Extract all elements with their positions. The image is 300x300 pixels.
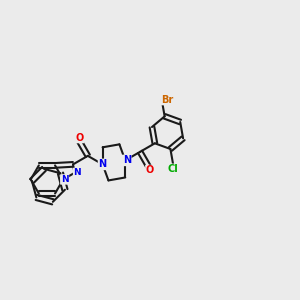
Text: O: O <box>75 133 83 142</box>
Text: N: N <box>98 159 107 170</box>
Text: N: N <box>123 155 131 165</box>
Text: N: N <box>74 168 81 177</box>
Text: Cl: Cl <box>168 164 179 174</box>
Text: O: O <box>146 166 154 176</box>
Text: N: N <box>61 175 68 184</box>
Text: Br: Br <box>161 94 173 104</box>
